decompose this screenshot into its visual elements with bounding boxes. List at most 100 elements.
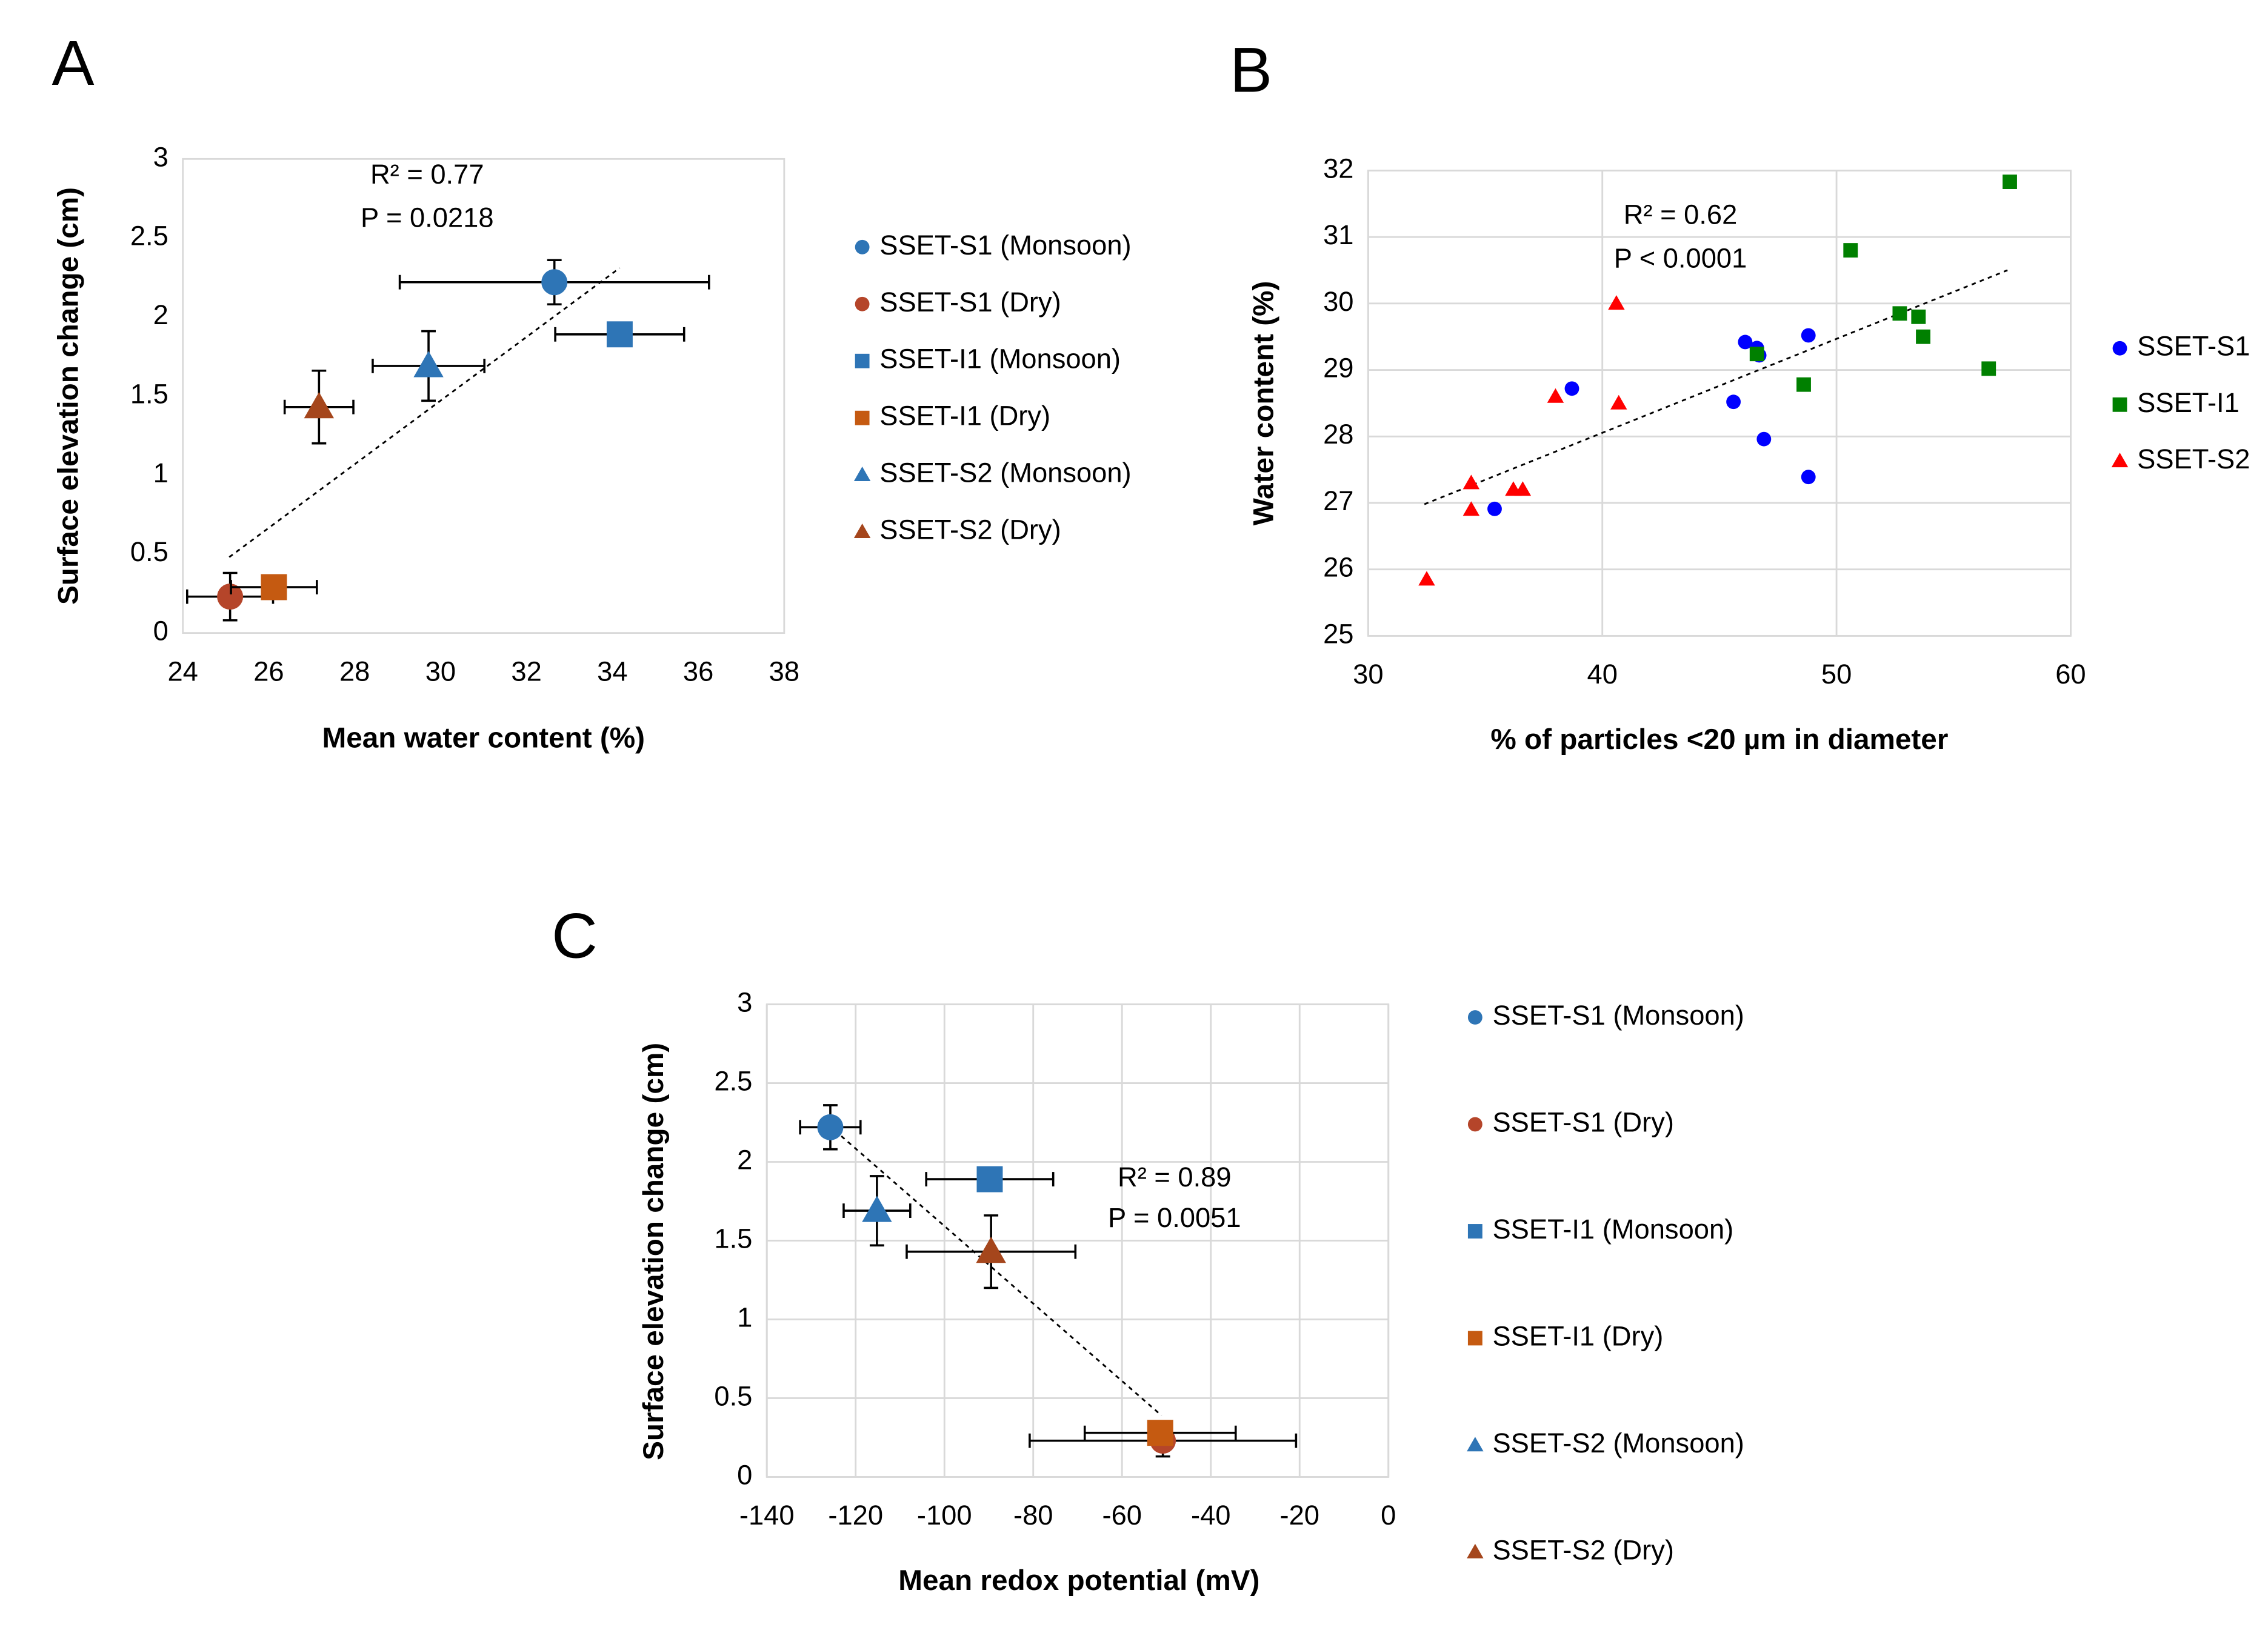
x-axis-title: Mean redox potential (mV) <box>898 1565 1259 1597</box>
legend-marker <box>855 410 870 425</box>
trend-line <box>1424 269 2008 505</box>
annotation: R² = 0.77 <box>370 159 484 190</box>
y-axis-title: Surface elevation change (cm) <box>638 1043 670 1460</box>
x-tick-label: -60 <box>1102 1500 1142 1531</box>
legend-label: SSET-S2 <box>2137 444 2250 474</box>
y-tick-label: 1 <box>737 1302 752 1332</box>
x-tick-label: -140 <box>739 1500 795 1531</box>
x-tick-label: -20 <box>1280 1500 1319 1531</box>
point <box>1463 474 1480 490</box>
panel-label: C <box>552 900 598 971</box>
y-axis-title: Surface elevation change (cm) <box>52 187 84 605</box>
x-tick-label: 50 <box>1821 659 1852 690</box>
point <box>1147 1420 1173 1446</box>
x-tick-label: 32 <box>511 656 541 687</box>
legend-label: SSET-I1 <box>2137 387 2240 418</box>
y-tick-label: 0.5 <box>130 536 168 567</box>
point <box>1487 501 1502 516</box>
point <box>2003 175 2017 189</box>
x-tick-label: 60 <box>2055 659 2086 690</box>
point <box>1916 329 1930 344</box>
x-tick-label: 30 <box>425 656 456 687</box>
legend-label: SSET-I1 (Monsoon) <box>879 344 1121 374</box>
point <box>1514 481 1532 496</box>
x-tick-label: -40 <box>1191 1500 1230 1531</box>
annotation: R² = 0.62 <box>1624 199 1738 230</box>
legend-marker <box>853 523 871 538</box>
x-tick-label: 28 <box>339 656 370 687</box>
y-tick-label: 2 <box>153 299 168 330</box>
point <box>1564 381 1579 396</box>
legend-label: SSET-S2 (Monsoon) <box>1492 1428 1744 1458</box>
annotation: R² = 0.89 <box>1118 1162 1232 1192</box>
legend-marker <box>855 353 870 368</box>
point <box>304 392 335 419</box>
point <box>606 321 633 348</box>
x-tick-label: 24 <box>168 656 198 687</box>
point <box>1981 361 1996 376</box>
legend-label: SSET-I1 (Monsoon) <box>1492 1214 1733 1245</box>
legend-marker <box>2111 453 2129 468</box>
legend-marker <box>2112 397 2127 412</box>
x-tick-label: 36 <box>683 656 713 687</box>
legend-marker <box>855 239 870 254</box>
point <box>976 1236 1006 1263</box>
y-tick-label: 28 <box>1323 419 1353 450</box>
y-tick-label: 2.5 <box>130 221 168 251</box>
x-tick-label: 38 <box>769 656 799 687</box>
x-tick-label: 26 <box>253 656 284 687</box>
legend-marker <box>1467 1010 1483 1025</box>
y-tick-label: 1 <box>153 457 168 488</box>
x-axis-title: % of particles <20 µm in diameter <box>1490 723 1948 756</box>
plot-frame <box>182 158 785 634</box>
legend-label: SSET-S1 (Dry) <box>879 287 1061 318</box>
y-tick-label: 31 <box>1323 219 1353 250</box>
y-tick-label: 29 <box>1323 353 1353 384</box>
annotation: P = 0.0051 <box>1108 1202 1241 1233</box>
x-tick-label: 0 <box>1381 1500 1396 1531</box>
point <box>217 584 244 610</box>
y-tick-label: 3 <box>153 141 168 172</box>
x-tick-label: 40 <box>1587 659 1618 690</box>
point <box>1801 470 1816 485</box>
legend-label: SSET-S2 (Dry) <box>1492 1534 1674 1565</box>
x-tick-label: 30 <box>1353 659 1383 690</box>
y-tick-label: 25 <box>1323 618 1353 649</box>
x-axis-title: Mean water content (%) <box>322 722 645 754</box>
point <box>1463 501 1480 516</box>
point <box>1796 377 1811 392</box>
point <box>1418 571 1435 586</box>
y-tick-label: 27 <box>1323 485 1353 516</box>
y-tick-label: 32 <box>1323 153 1353 184</box>
point <box>1610 394 1627 410</box>
point <box>1547 388 1564 403</box>
point <box>261 574 287 600</box>
y-tick-label: 2.5 <box>714 1065 752 1096</box>
point <box>1749 347 1764 362</box>
y-tick-label: 3 <box>737 987 752 1018</box>
y-tick-label: 2 <box>737 1144 752 1175</box>
point <box>1738 334 1753 350</box>
point <box>1892 306 1907 321</box>
point <box>976 1166 1003 1192</box>
legend-marker <box>1467 1117 1483 1132</box>
x-tick-label: -100 <box>917 1500 972 1531</box>
legend-marker <box>1467 1331 1483 1346</box>
y-tick-label: 0.5 <box>714 1380 752 1411</box>
legend-label: SSET-S1 (Monsoon) <box>1492 1000 1744 1031</box>
panel-label: A <box>52 28 94 99</box>
legend-marker <box>2112 341 2127 356</box>
panel-label: B <box>1230 35 1272 106</box>
legend-label: SSET-S1 <box>2137 331 2250 362</box>
x-tick-label: 34 <box>597 656 627 687</box>
legend-marker <box>853 466 871 481</box>
plot-frame <box>1367 169 2072 637</box>
point <box>1801 328 1816 343</box>
point <box>413 351 444 377</box>
y-tick-label: 1.5 <box>714 1223 752 1254</box>
point <box>1608 295 1625 310</box>
legend-marker <box>1467 1543 1484 1558</box>
legend-label: SSET-S2 (Dry) <box>879 514 1061 545</box>
y-tick-label: 0 <box>153 616 168 647</box>
legend-label: SSET-I1 (Dry) <box>879 401 1050 431</box>
